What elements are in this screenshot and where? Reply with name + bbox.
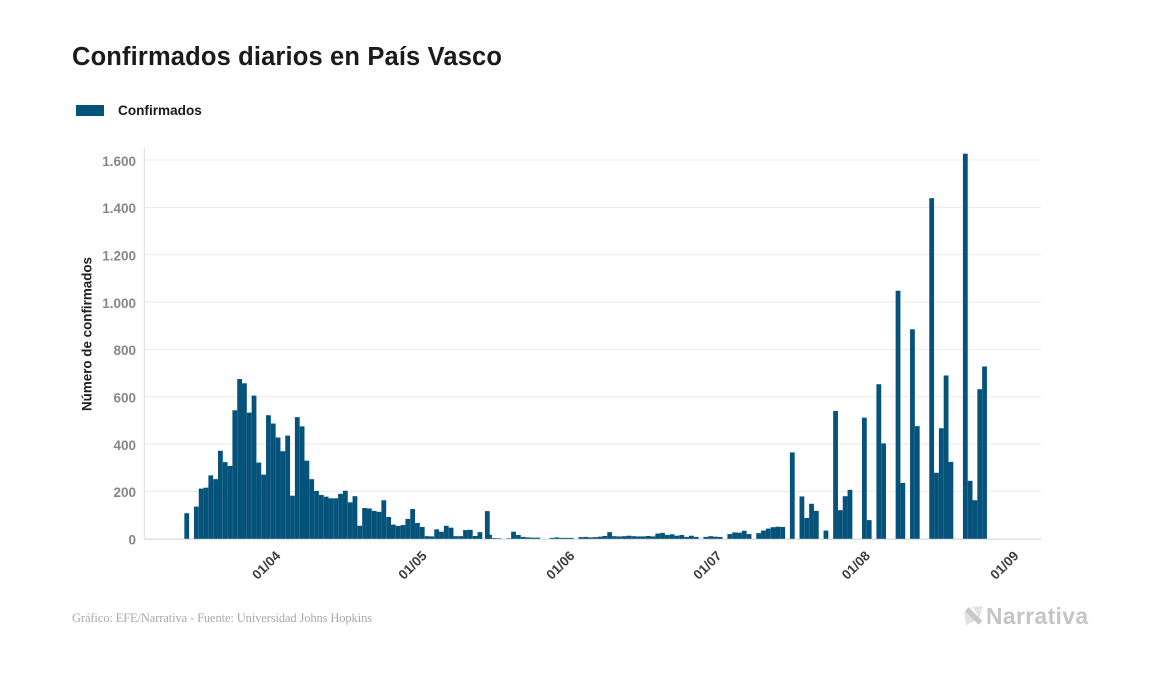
svg-text:01/07: 01/07 — [690, 548, 724, 582]
svg-text:01/09: 01/09 — [987, 548, 1021, 582]
svg-text:1.200: 1.200 — [102, 248, 136, 263]
svg-text:0: 0 — [128, 533, 136, 548]
svg-text:1.400: 1.400 — [102, 201, 136, 216]
svg-text:600: 600 — [113, 390, 136, 405]
svg-text:1.600: 1.600 — [102, 154, 136, 169]
svg-text:1.000: 1.000 — [102, 296, 136, 311]
svg-text:800: 800 — [113, 343, 136, 358]
svg-text:01/08: 01/08 — [839, 548, 874, 583]
svg-text:01/05: 01/05 — [395, 548, 430, 583]
svg-text:400: 400 — [113, 438, 136, 453]
svg-text:01/04: 01/04 — [249, 548, 284, 583]
svg-text:200: 200 — [113, 485, 136, 500]
svg-text:01/06: 01/06 — [543, 548, 577, 582]
